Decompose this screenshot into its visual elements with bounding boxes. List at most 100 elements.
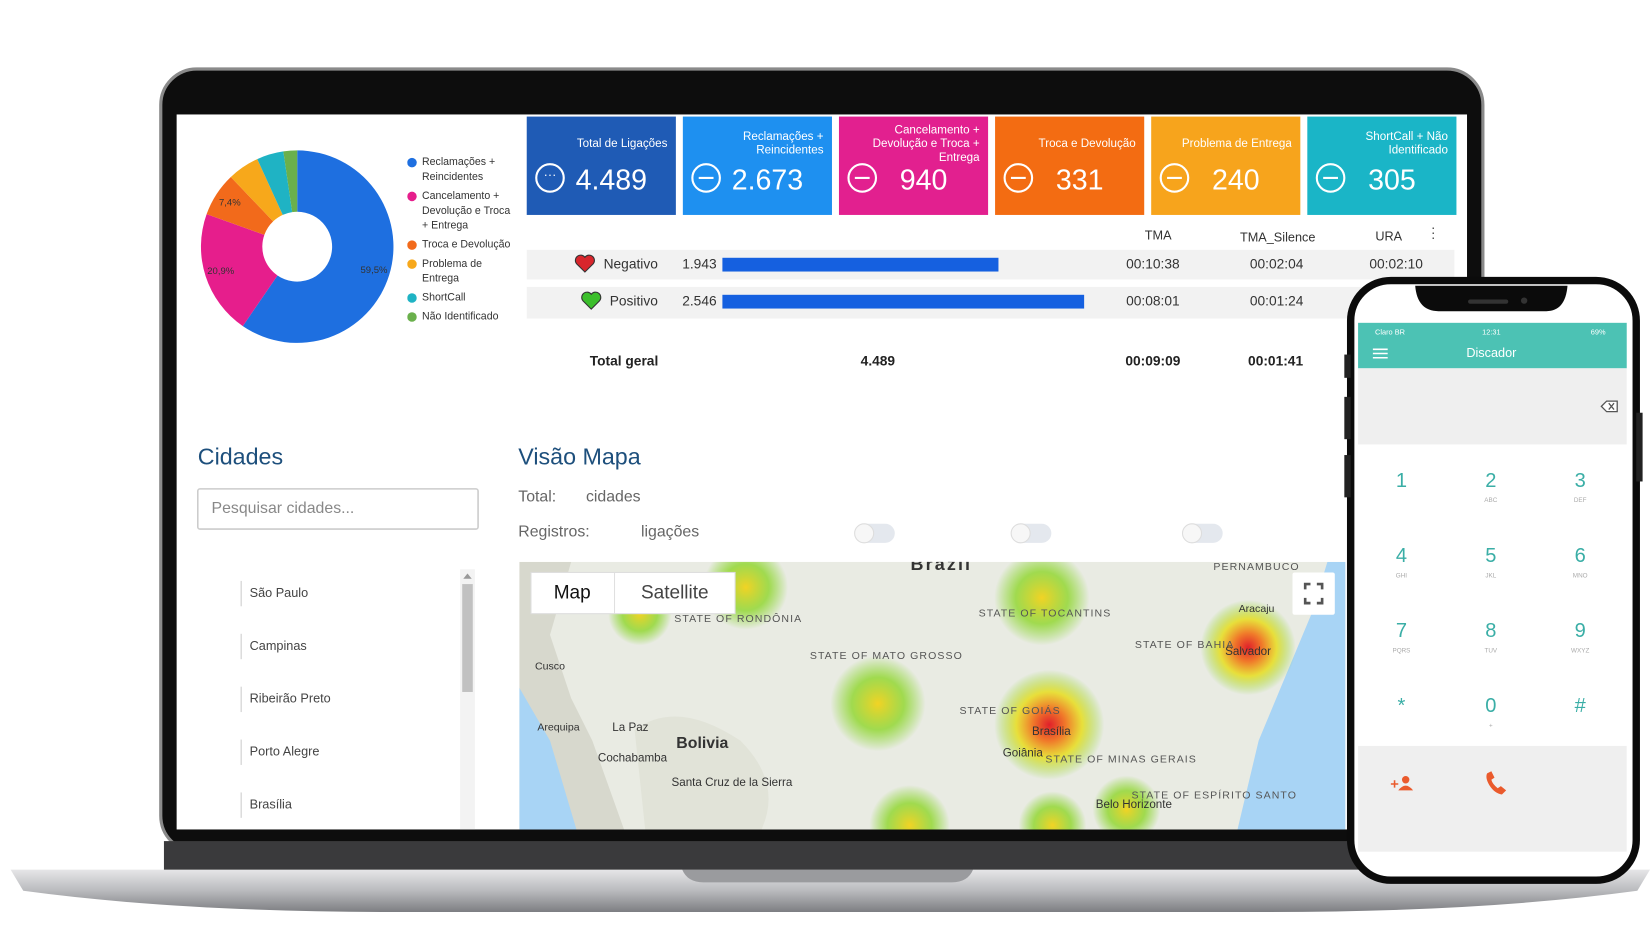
section-title: Visão Mapa (518, 443, 640, 469)
key-letters: GHI (1396, 572, 1407, 579)
key-digit[interactable]: # (1575, 695, 1587, 717)
label: Registros: (518, 523, 589, 540)
bar (722, 257, 999, 272)
legend-label: Problema de Entrega (422, 258, 482, 285)
map-label: Cochabamba (598, 752, 668, 765)
key-digit[interactable]: 7 (1396, 620, 1407, 642)
label: cidades (586, 489, 641, 506)
card-title-box: Problema de Entrega (1158, 119, 1292, 170)
map-label: Brasília (1032, 725, 1071, 738)
call-button[interactable] (1486, 771, 1507, 795)
laptop-base (10, 869, 1650, 912)
map-tab[interactable]: Map (554, 583, 591, 604)
key-digit[interactable]: 1 (1396, 470, 1407, 492)
column-header: TMA_Silence (1240, 231, 1315, 245)
key-letters: TUV (1484, 647, 1497, 654)
pie-slice (242, 150, 394, 343)
clock: 12:31 (1482, 327, 1501, 336)
legend-item: ShortCall (407, 291, 513, 306)
map-label: Cusco (535, 660, 565, 672)
slice-label: 59,5% (361, 265, 388, 276)
row-count: 1.943 (682, 256, 717, 271)
menu-icon[interactable] (1372, 348, 1388, 359)
action-bar (1358, 745, 1627, 852)
key-digit[interactable]: 8 (1485, 620, 1496, 642)
map-label: STATE OF TOCANTINS (979, 607, 1112, 619)
city-item[interactable]: Ribeirão Preto (250, 692, 331, 706)
map-label: Arequipa (537, 722, 579, 734)
key-digit[interactable]: 2 (1485, 470, 1496, 492)
add-contact-icon[interactable] (1390, 776, 1414, 791)
map-label: STATE OF GOIÁS (959, 704, 1060, 717)
kpi-card (1307, 116, 1457, 215)
legend-item: Troca e Devolução (407, 238, 513, 253)
card-title-wrap: Reclamações + Reincidentes (689, 119, 824, 170)
city-item[interactable]: Porto Alegre (250, 745, 320, 759)
legend-swatch (407, 312, 417, 322)
legend-label: Cancelamento + Devolução e Troca + Entre… (422, 190, 511, 232)
map-ocean (1237, 561, 1346, 830)
legend-swatch (407, 191, 417, 202)
card-icon (535, 163, 565, 193)
heart-icon (581, 291, 602, 310)
phone-button (1636, 412, 1643, 482)
legend: Reclamações + Reincidentes Cancelamento +… (407, 156, 513, 325)
heat-spot (869, 785, 950, 830)
card-value: 2.673 (732, 165, 803, 197)
city-item[interactable]: São Paulo (250, 586, 309, 600)
heat-spot (830, 656, 926, 752)
fullscreen-button[interactable] (1292, 572, 1335, 615)
heat-spot (1018, 791, 1087, 830)
map-ocean (519, 687, 577, 830)
laptop-hinge (163, 841, 1480, 870)
key-digit[interactable]: 6 (1575, 545, 1586, 567)
key-digit[interactable]: 9 (1575, 620, 1586, 642)
map[interactable]: Brazil STATE OF TOCANTINS STATE OF MATO … (519, 545, 1346, 865)
scroll-arrow[interactable] (463, 573, 472, 579)
card-value: 305 (1368, 165, 1416, 197)
key-digit[interactable]: * (1398, 695, 1406, 717)
table-rows: Negativo 1.943 00:10:38 00:02:04 00:02:10 Pos… (604, 256, 1423, 309)
card-value: 4.489 (576, 165, 647, 197)
legend-box: Reclamações + Reincidentes Cancelamento +… (407, 156, 513, 325)
donut-chart: 59,5% 20,9% 7,4% (200, 150, 394, 343)
city-item[interactable]: Campinas (250, 639, 307, 653)
backspace-icon[interactable] (1600, 400, 1618, 413)
search-input[interactable] (196, 488, 479, 530)
kpi-card (682, 116, 832, 215)
column-header: URA (1375, 230, 1402, 244)
fullscreen-icon (1303, 582, 1324, 605)
keypad: 1 2 ABC 3 DEF 4 GHI 5 JKL 6 MNO 7 PQRS 8 TUV 9 WXYZ * 0 + # (1392, 470, 1589, 730)
key-digit[interactable]: 3 (1575, 470, 1586, 492)
pie-slice (230, 159, 283, 222)
card-icon-dots: ··· (544, 168, 557, 182)
map-tab[interactable]: Satellite (641, 583, 709, 604)
heat-spot (1200, 599, 1296, 696)
map-label: STATE OF BAHIA (1135, 639, 1235, 651)
card-title-wrap: Problema de Entrega (1158, 119, 1292, 170)
key-letters: ABC (1484, 497, 1497, 504)
heat-spot (1092, 775, 1161, 830)
card-icon (1003, 163, 1034, 193)
scrollbar-thumb[interactable] (462, 584, 473, 692)
card-value: 240 (1212, 165, 1260, 197)
legend-swatch (407, 157, 417, 168)
phone-notch (1415, 285, 1568, 312)
card-title: Problema de Entrega (1181, 137, 1292, 150)
card-icon (847, 163, 878, 193)
app-bar (1358, 322, 1627, 369)
cards: Total de Ligações ··· 4.489 Reclamações + R… (526, 116, 1457, 215)
card-icon (1159, 163, 1190, 193)
city-item[interactable]: Brasília (250, 797, 293, 811)
card-title: Cancelamento + Devolução e Troca + Entre… (872, 123, 980, 164)
card-value: 331 (1056, 165, 1104, 197)
key-digit[interactable]: 4 (1396, 545, 1407, 567)
card-title: ShortCall + Não Identificado (1365, 130, 1448, 157)
row-label: Negativo (604, 256, 659, 271)
legend-item: Problema de Entrega (407, 257, 513, 287)
key-digit[interactable]: 0 (1485, 695, 1496, 717)
menu-icon[interactable]: ⋮ (1426, 226, 1440, 241)
toggle-knob (1181, 523, 1203, 544)
key-digit[interactable]: 5 (1485, 545, 1496, 567)
